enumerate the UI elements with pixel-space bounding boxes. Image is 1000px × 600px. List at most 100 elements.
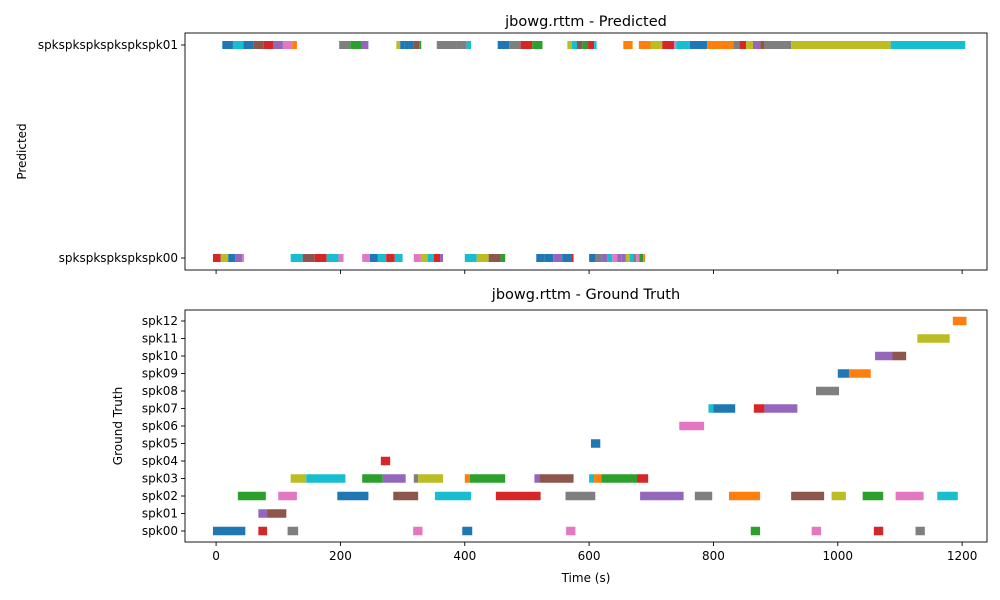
segment-bar bbox=[228, 254, 236, 262]
segment-bar bbox=[679, 421, 705, 431]
segment-bar bbox=[791, 491, 825, 501]
segment-bar bbox=[811, 526, 822, 536]
segment-bar bbox=[222, 41, 233, 49]
segment-bar bbox=[707, 41, 734, 49]
segment-bar bbox=[636, 474, 649, 483]
y-tick-label: spk05 bbox=[142, 437, 178, 451]
y-axis-label: Predicted bbox=[15, 123, 29, 179]
segment-bar bbox=[713, 404, 736, 413]
segment-bar bbox=[816, 386, 840, 396]
segment-bar bbox=[753, 41, 761, 49]
segment-bar bbox=[338, 254, 344, 262]
segment-bar bbox=[242, 254, 245, 262]
segment-bar bbox=[456, 41, 467, 49]
segment-bar bbox=[567, 41, 572, 49]
segment-bar bbox=[408, 41, 414, 49]
segment-bar bbox=[386, 254, 395, 262]
y-tick-label: spk02 bbox=[142, 489, 178, 503]
segment-bar bbox=[292, 41, 297, 49]
segment-bar bbox=[267, 509, 287, 518]
segment-bar bbox=[287, 526, 299, 536]
segment-bar bbox=[764, 41, 792, 49]
segment-bar bbox=[413, 526, 423, 536]
segment-bar bbox=[440, 254, 444, 262]
segment-bar bbox=[892, 351, 907, 361]
segment-mixed bbox=[413, 254, 444, 262]
segment-bar bbox=[369, 254, 378, 262]
segment-bar bbox=[837, 369, 849, 378]
segment-bar bbox=[952, 316, 967, 326]
segment-bar bbox=[396, 41, 401, 49]
segment-bar bbox=[258, 526, 268, 536]
segment-bar bbox=[306, 474, 346, 483]
segment-bar bbox=[638, 41, 651, 49]
segment-mixed bbox=[589, 254, 646, 262]
segment-mixed bbox=[638, 41, 677, 49]
segment-bar bbox=[263, 41, 274, 49]
segment-bar bbox=[466, 41, 471, 49]
segment-bar bbox=[339, 41, 351, 49]
segment-bar bbox=[434, 254, 441, 262]
segment-bar bbox=[612, 254, 618, 262]
segments bbox=[212, 316, 967, 536]
segment-mixed bbox=[567, 41, 597, 49]
segment-bar bbox=[436, 41, 447, 49]
segment-bar bbox=[382, 474, 406, 483]
x-tick-label: 1200 bbox=[947, 549, 978, 563]
segment-bar bbox=[337, 491, 369, 501]
segment-bar bbox=[464, 474, 470, 483]
segment-bar bbox=[393, 491, 419, 501]
predicted-panel: jbowg.rttm - Predicted Predicted spkspkspk… bbox=[15, 14, 988, 274]
segment-bar bbox=[469, 474, 506, 483]
segment-bar bbox=[607, 254, 613, 262]
segment-bar bbox=[831, 491, 846, 501]
y-tick-label: spk10 bbox=[142, 349, 178, 363]
plot-frame bbox=[184, 309, 988, 543]
segment-bar bbox=[326, 254, 339, 262]
segment-bar bbox=[282, 41, 293, 49]
segment-bar bbox=[419, 41, 422, 49]
segment-bar bbox=[733, 41, 740, 49]
segment-bar bbox=[594, 474, 602, 483]
segment-bar bbox=[576, 41, 583, 49]
segment-bar bbox=[243, 41, 254, 49]
segment-bar bbox=[220, 254, 229, 262]
segment-bar bbox=[418, 474, 444, 483]
segment-bar bbox=[212, 526, 246, 536]
segment-bar bbox=[544, 254, 554, 262]
segment-bar bbox=[636, 254, 640, 262]
y-tick-label: spk03 bbox=[142, 472, 178, 486]
segment-bar bbox=[848, 369, 871, 378]
segment-bar bbox=[488, 254, 501, 262]
segment-bar bbox=[553, 254, 563, 262]
segment-bar bbox=[290, 474, 307, 483]
segment-mixed bbox=[436, 41, 471, 49]
segment-bar bbox=[760, 41, 765, 49]
segment-bar bbox=[629, 254, 634, 262]
segment-bar bbox=[650, 41, 663, 49]
segment-bar bbox=[565, 491, 596, 501]
segment-bar bbox=[253, 41, 264, 49]
segment-bar bbox=[791, 41, 891, 49]
plot-frame bbox=[184, 32, 988, 271]
segment-mixed bbox=[733, 41, 765, 49]
segment-bar bbox=[589, 474, 595, 483]
segment-bar bbox=[413, 41, 420, 49]
segment-mixed bbox=[222, 41, 297, 49]
segment-mixed bbox=[212, 254, 245, 262]
segment-bar bbox=[937, 491, 958, 501]
segment-bar bbox=[413, 254, 421, 262]
segment-bar bbox=[377, 254, 387, 262]
segment-bar bbox=[640, 491, 684, 501]
segment-bar bbox=[875, 351, 893, 361]
y-tick-label: spk12 bbox=[142, 314, 178, 328]
segment-bar bbox=[617, 254, 622, 262]
segment-bar bbox=[434, 491, 471, 501]
segment-bar bbox=[404, 41, 409, 49]
segment-bar bbox=[588, 41, 595, 49]
segment-bar bbox=[464, 254, 477, 262]
y-tick-label: spk00 bbox=[142, 524, 178, 538]
segment-bar bbox=[750, 526, 761, 536]
segment-bar bbox=[361, 41, 369, 49]
segment-bar bbox=[739, 41, 747, 49]
